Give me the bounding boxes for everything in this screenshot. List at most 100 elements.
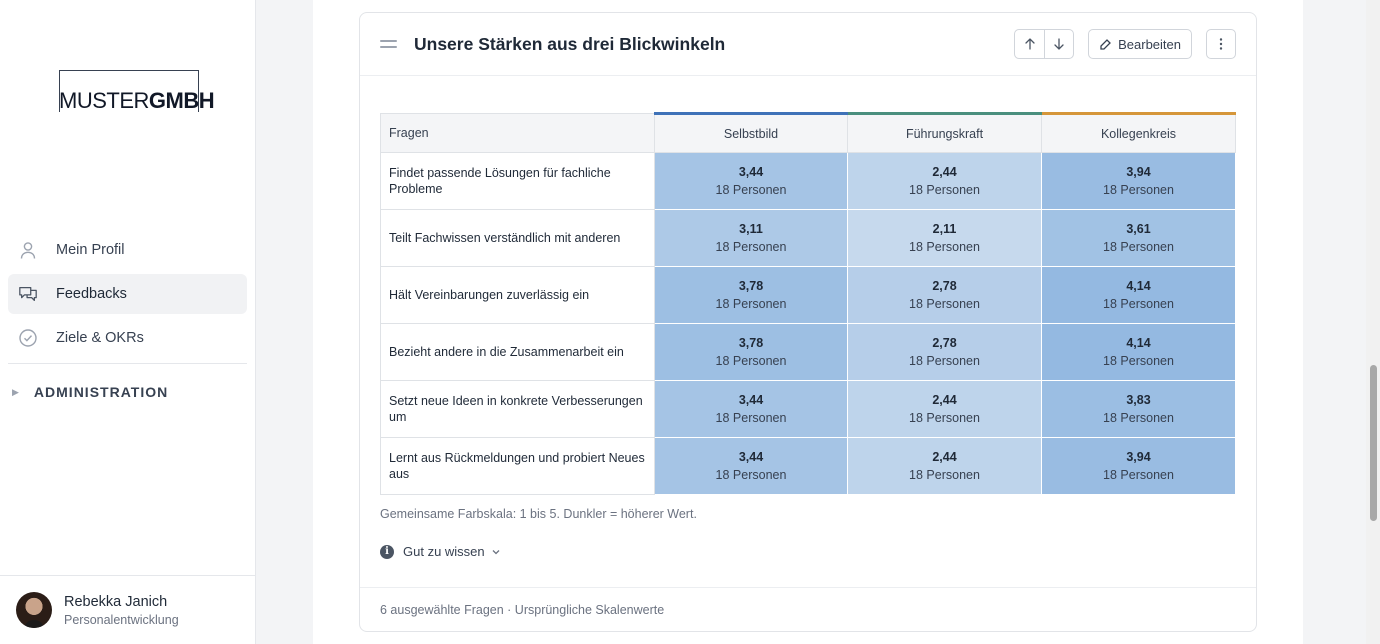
score-value: 2,11 [932, 222, 957, 236]
respondent-count: 18 Personen [909, 468, 980, 482]
score-cell: 3,44 18 Personen [654, 152, 848, 210]
scrollbar-thumb[interactable] [1370, 365, 1377, 521]
table-row: Teilt Fachwissen verständlich mit andere… [380, 209, 1236, 267]
score-value: 3,83 [1126, 393, 1151, 407]
respondent-count: 18 Personen [715, 297, 787, 311]
widget-card: Unsere Stärken aus drei Blickwinkeln [359, 12, 1257, 632]
question-cell: Findet passende Lösungen für fachliche P… [380, 152, 655, 210]
edit-button[interactable]: Bearbeiten [1088, 29, 1192, 59]
question-cell: Bezieht andere in die Zusammenarbeit ein [380, 323, 655, 381]
user-role: Personalentwicklung [64, 612, 179, 627]
score-cell: 3,78 18 Personen [654, 323, 848, 381]
card-actions: Bearbeiten [1014, 29, 1236, 59]
score-value: 3,44 [738, 450, 764, 464]
respondent-count: 18 Personen [1103, 297, 1174, 311]
score-cell: 2,44 18 Personen [847, 380, 1042, 438]
arrow-up-icon [1024, 38, 1035, 50]
header-fuehrungskraft: Führungskraft [847, 112, 1042, 153]
score-cell: 3,44 18 Personen [654, 380, 848, 438]
score-value: 3,44 [738, 393, 764, 407]
info-icon: i [380, 544, 394, 559]
score-cell: 3,78 18 Personen [654, 266, 848, 324]
check-circle-icon [18, 328, 38, 348]
user-profile[interactable]: Rebekka Janich Personalentwicklung [0, 575, 255, 644]
table-row: Hält Vereinbarungen zuverlässig ein 3,78 1… [380, 266, 1236, 324]
respondent-count: 18 Personen [909, 411, 980, 425]
content-column: Unsere Stärken aus drei Blickwinkeln [313, 0, 1303, 644]
respondent-count: 18 Personen [1103, 468, 1174, 482]
score-cell: 3,11 18 Personen [654, 209, 848, 267]
color-scale-note: Gemeinsame Farbskala: 1 bis 5. Dunkler =… [380, 507, 697, 521]
move-down-button[interactable] [1044, 30, 1073, 58]
move-up-button[interactable] [1015, 30, 1044, 58]
respondent-count: 18 Personen [1103, 354, 1174, 368]
sidebar-item-label: Feedbacks [56, 286, 127, 302]
header-kollegenkreis: Kollegenkreis [1041, 112, 1236, 153]
sidebar-item-ziele-okrs[interactable]: Ziele & OKRs [8, 318, 247, 358]
edit-button-label: Bearbeiten [1118, 36, 1181, 52]
drag-handle-icon[interactable] [380, 40, 397, 48]
score-value: 2,44 [932, 450, 957, 464]
main-area: Unsere Stärken aus drei Blickwinkeln [256, 0, 1380, 644]
question-cell: Lernt aus Rückmeldungen und probiert Neu… [380, 437, 655, 495]
respondent-count: 18 Personen [1103, 411, 1174, 425]
respondent-count: 18 Personen [909, 297, 980, 311]
move-buttons [1014, 29, 1075, 59]
header-fragen: Fragen [380, 113, 655, 153]
score-cell: 4,14 18 Personen [1041, 323, 1236, 381]
pencil-icon [1099, 38, 1112, 51]
table-header-row: Fragen Selbstbild Führungskraft Kollegen… [380, 112, 1236, 153]
score-cell: 2,78 18 Personen [847, 266, 1042, 324]
table-row: Findet passende Lösungen für fachliche P… [380, 152, 1236, 210]
page-scrollbar[interactable] [1366, 0, 1380, 644]
chat-icon [18, 284, 38, 304]
score-cell: 3,83 18 Personen [1041, 380, 1236, 438]
respondent-count: 18 Personen [715, 468, 787, 482]
score-cell: 3,94 18 Personen [1041, 437, 1236, 495]
sidebar-item-label: Ziele & OKRs [56, 330, 144, 346]
user-icon [18, 240, 38, 260]
sidebar-item-mein-profil[interactable]: Mein Profil [8, 230, 247, 270]
results-table: Fragen Selbstbild Führungskraft Kollegen… [380, 112, 1236, 495]
user-name: Rebekka Janich [64, 593, 168, 610]
respondent-count: 18 Personen [1103, 240, 1174, 254]
sidebar-item-feedbacks[interactable]: Feedbacks [8, 274, 247, 314]
table-row: Lernt aus Rückmeldungen und probiert Neu… [380, 437, 1236, 495]
sidebar: MUSTERGMBH Mein Profil Feedbacks Ziele &… [0, 0, 256, 644]
company-logo[interactable]: MUSTERGMBH [59, 70, 215, 113]
header-selbstbild: Selbstbild [654, 112, 848, 153]
score-value: 3,78 [738, 279, 764, 293]
sidebar-item-administration[interactable]: ▶ ADMINISTRATION [12, 384, 168, 400]
kebab-menu-icon [1219, 38, 1223, 50]
question-cell: Hält Vereinbarungen zuverlässig ein [380, 266, 655, 324]
logo-text-part2: GMBH [148, 88, 215, 113]
sidebar-divider [8, 363, 247, 364]
respondent-count: 18 Personen [909, 240, 980, 254]
expand-triangle-icon: ▶ [12, 386, 20, 397]
admin-label: ADMINISTRATION [33, 384, 169, 400]
score-value: 2,44 [932, 165, 957, 179]
score-value: 3,94 [1126, 165, 1151, 179]
card-header: Unsere Stärken aus drei Blickwinkeln [360, 13, 1256, 76]
score-value: 4,14 [1126, 279, 1151, 293]
score-cell: 2,11 18 Personen [847, 209, 1042, 267]
score-value: 3,94 [1126, 450, 1151, 464]
question-cell: Setzt neue Ideen in konkrete Verbesserun… [380, 380, 655, 438]
chevron-down-icon [491, 547, 501, 557]
score-cell: 2,78 18 Personen [847, 323, 1042, 381]
score-cell: 2,44 18 Personen [847, 437, 1042, 495]
respondent-count: 18 Personen [715, 354, 787, 368]
respondent-count: 18 Personen [909, 183, 980, 197]
score-value: 2,78 [932, 336, 957, 350]
score-value: 4,14 [1126, 336, 1151, 350]
score-cell: 4,14 18 Personen [1041, 266, 1236, 324]
score-value: 2,44 [932, 393, 957, 407]
good-to-know-label: Gut zu wissen [403, 544, 485, 559]
score-cell: 3,61 18 Personen [1041, 209, 1236, 267]
good-to-know-toggle[interactable]: i Gut zu wissen [380, 544, 501, 559]
respondent-count: 18 Personen [715, 240, 787, 254]
more-options-button[interactable] [1206, 29, 1236, 59]
arrow-down-icon [1054, 38, 1064, 50]
score-value: 3,44 [738, 165, 764, 179]
logo-text-part1: MUSTER [59, 88, 149, 113]
